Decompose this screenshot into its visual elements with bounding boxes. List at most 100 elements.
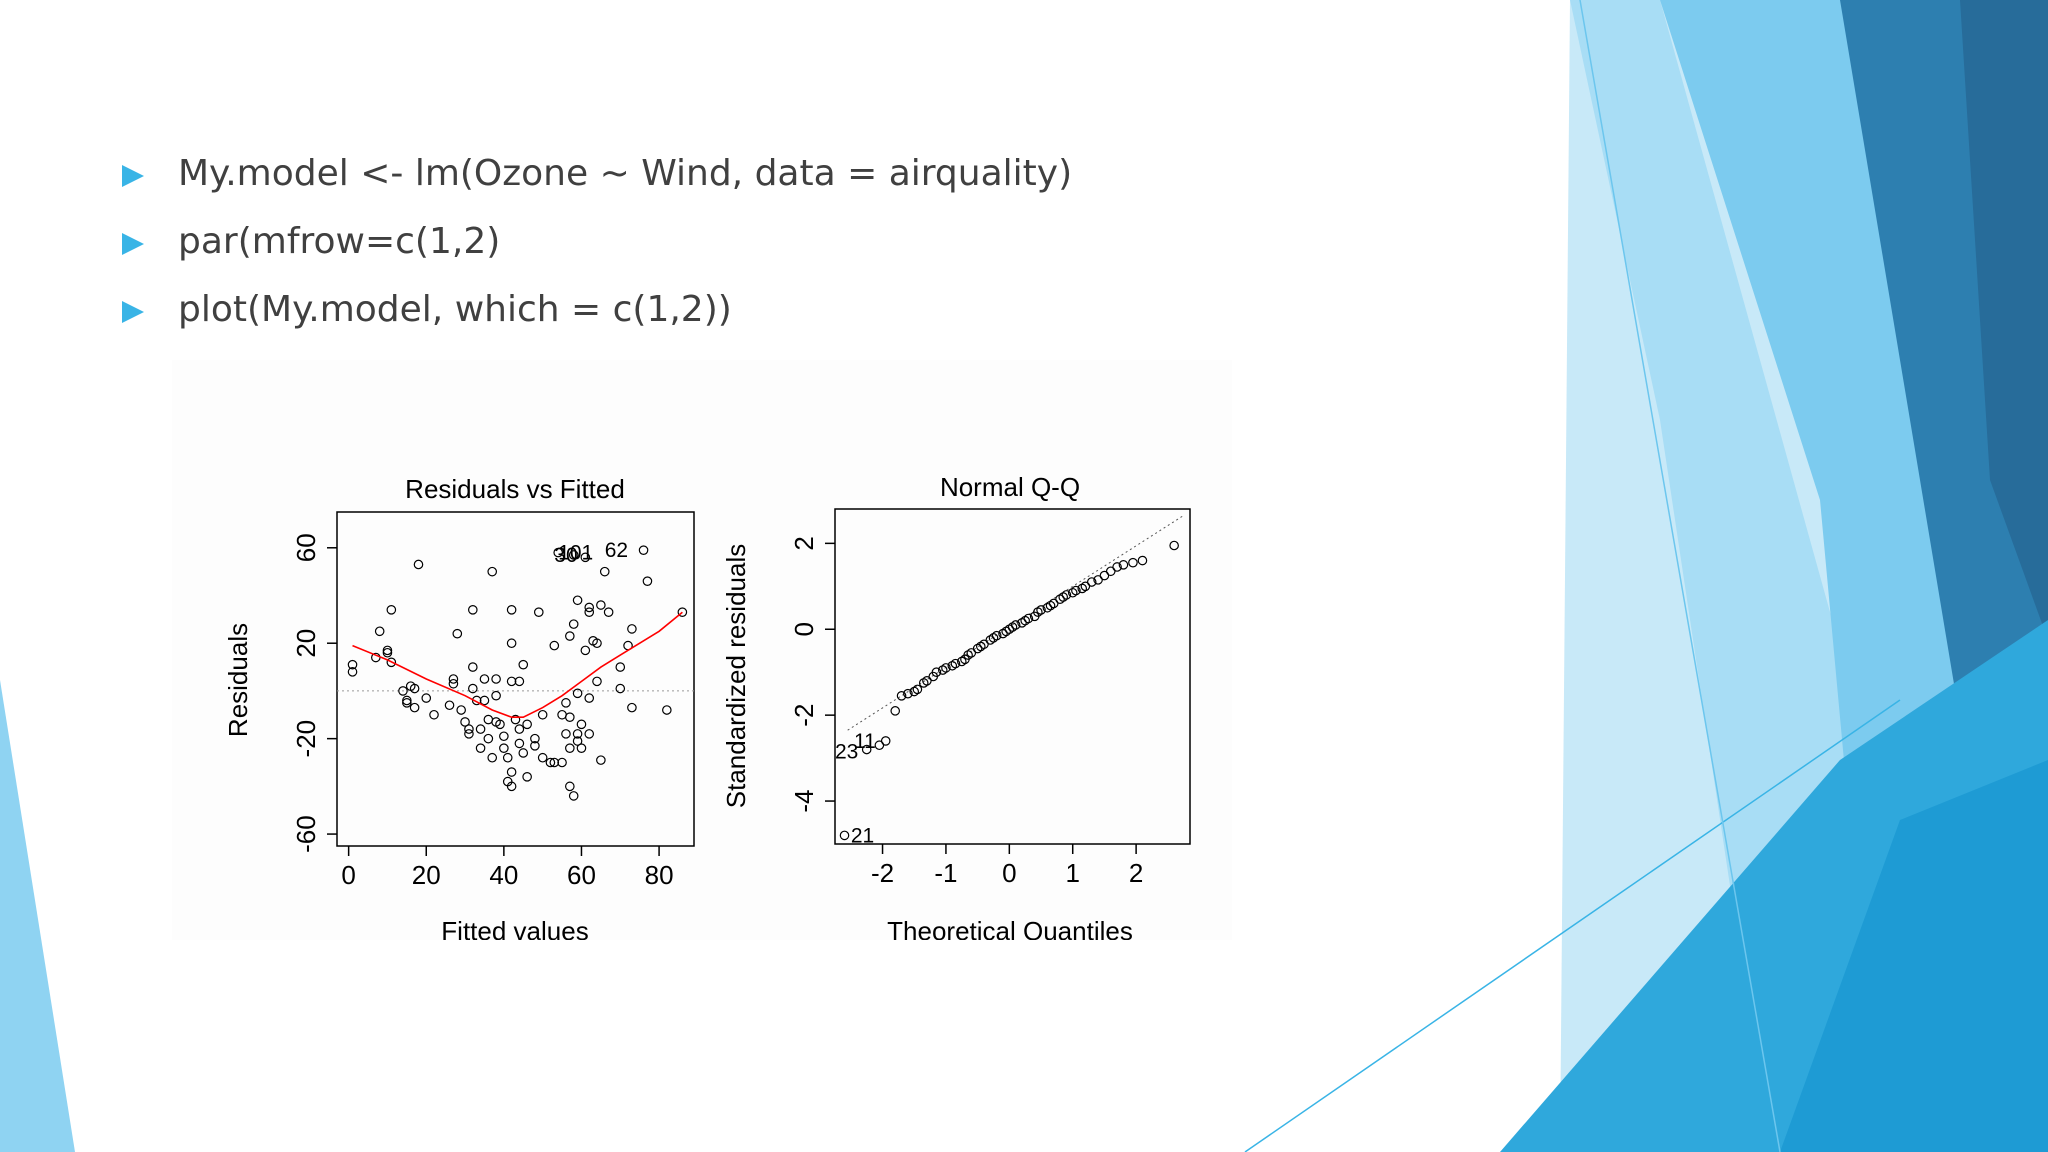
x-tick-label: 2 <box>1129 858 1143 888</box>
data-point <box>347 659 358 670</box>
bullet-item: My.model <- lm(Ozone ~ Wind, data = airq… <box>122 140 1072 208</box>
residual-points <box>347 545 688 801</box>
data-point <box>576 719 587 730</box>
data-point <box>421 693 432 703</box>
data-point <box>514 724 525 734</box>
x-tick-label: 60 <box>567 860 596 890</box>
data-point <box>553 547 563 558</box>
data-point <box>382 647 393 658</box>
data-point <box>522 719 532 730</box>
data-point <box>374 626 385 637</box>
data-point <box>580 645 591 656</box>
data-point <box>1045 600 1056 611</box>
data-point <box>382 645 393 656</box>
data-point <box>475 743 486 753</box>
data-point <box>448 674 459 684</box>
data-point <box>903 688 913 699</box>
lowess-line <box>352 611 683 719</box>
data-point <box>839 830 850 841</box>
x-tick-label: 1 <box>1065 858 1079 888</box>
lowess-curve <box>352 611 683 719</box>
data-point <box>1118 560 1129 570</box>
data-point <box>479 674 490 684</box>
point-label: 101 <box>558 542 593 565</box>
data-point <box>475 724 486 734</box>
data-point <box>861 744 872 755</box>
data-point <box>937 665 948 675</box>
data-point <box>530 733 540 744</box>
plot-frame <box>336 511 695 847</box>
data-point <box>518 659 529 670</box>
data-point <box>537 752 548 763</box>
data-point <box>487 752 498 763</box>
data-point <box>479 695 490 706</box>
data-point <box>627 624 637 634</box>
bullet-item: par(mfrow=c(1,2) <box>122 208 1072 276</box>
data-point <box>1020 615 1030 626</box>
x-tick-label: -1 <box>934 858 957 888</box>
data-point <box>677 607 688 617</box>
y-tick-label: 0 <box>789 622 819 636</box>
bottom-cyan-shape <box>1780 760 2048 1152</box>
data-point <box>506 676 517 687</box>
data-point <box>572 729 583 739</box>
data-point <box>1071 585 1081 596</box>
data-point <box>1128 557 1138 568</box>
data-point <box>506 638 517 649</box>
data-point <box>565 781 575 792</box>
y-tick-label: -60 <box>291 815 321 853</box>
data-point <box>615 662 626 672</box>
point-label: 62 <box>605 539 628 562</box>
data-point <box>603 607 614 617</box>
data-point <box>976 641 986 652</box>
x-axis-label: Fitted values <box>441 916 588 940</box>
x-tick-label: 0 <box>1002 858 1016 888</box>
data-point <box>638 545 649 555</box>
point-label: 11 <box>854 730 876 753</box>
data-point <box>537 709 548 720</box>
x-tick-label: 20 <box>412 860 441 890</box>
data-point <box>483 714 494 725</box>
x-tick-label: 40 <box>489 860 518 890</box>
data-point <box>487 566 498 577</box>
data-point <box>561 698 571 708</box>
data-point <box>1077 583 1088 594</box>
data-point <box>880 736 891 746</box>
data-point <box>596 600 606 610</box>
data-point <box>1086 577 1097 587</box>
data-point <box>499 743 509 753</box>
data-point <box>584 693 595 703</box>
data-point <box>931 667 942 678</box>
thin-accent-line-2 <box>1579 0 1781 1152</box>
left-accent-shape <box>0 680 75 1152</box>
data-point <box>448 678 459 689</box>
data-point <box>491 674 501 684</box>
chart-title: Residuals vs Fitted <box>405 474 625 504</box>
data-point <box>596 755 606 765</box>
data-point <box>468 605 478 615</box>
bullet-arrow-icon <box>122 233 144 255</box>
axes: 0 20 40 60 80 -60 -20 20 60 <box>291 533 674 890</box>
data-point <box>592 638 602 649</box>
qq-points <box>839 540 1179 841</box>
data-point <box>413 559 424 570</box>
data-point <box>1061 590 1072 600</box>
data-point <box>572 595 583 606</box>
data-point <box>1169 540 1179 551</box>
bullet-arrow-icon <box>122 165 144 187</box>
data-point <box>912 684 923 695</box>
x-axis-label: Theoretical Quantiles <box>887 916 1133 940</box>
data-point <box>386 605 397 615</box>
data-point <box>514 738 525 749</box>
data-point <box>1058 592 1069 602</box>
residuals-vs-fitted-plot: Residuals vs Fitted 0 20 40 60 80-60-202060 … <box>223 474 695 940</box>
data-point <box>402 698 412 708</box>
data-point <box>599 566 610 577</box>
data-point <box>896 691 907 701</box>
data-point <box>584 607 595 617</box>
bullet-text: My.model <- lm(Ozone ~ Wind, data = airq… <box>178 153 1073 194</box>
point-label: 30 <box>554 544 577 567</box>
data-point <box>557 757 567 768</box>
data-point <box>456 705 466 715</box>
